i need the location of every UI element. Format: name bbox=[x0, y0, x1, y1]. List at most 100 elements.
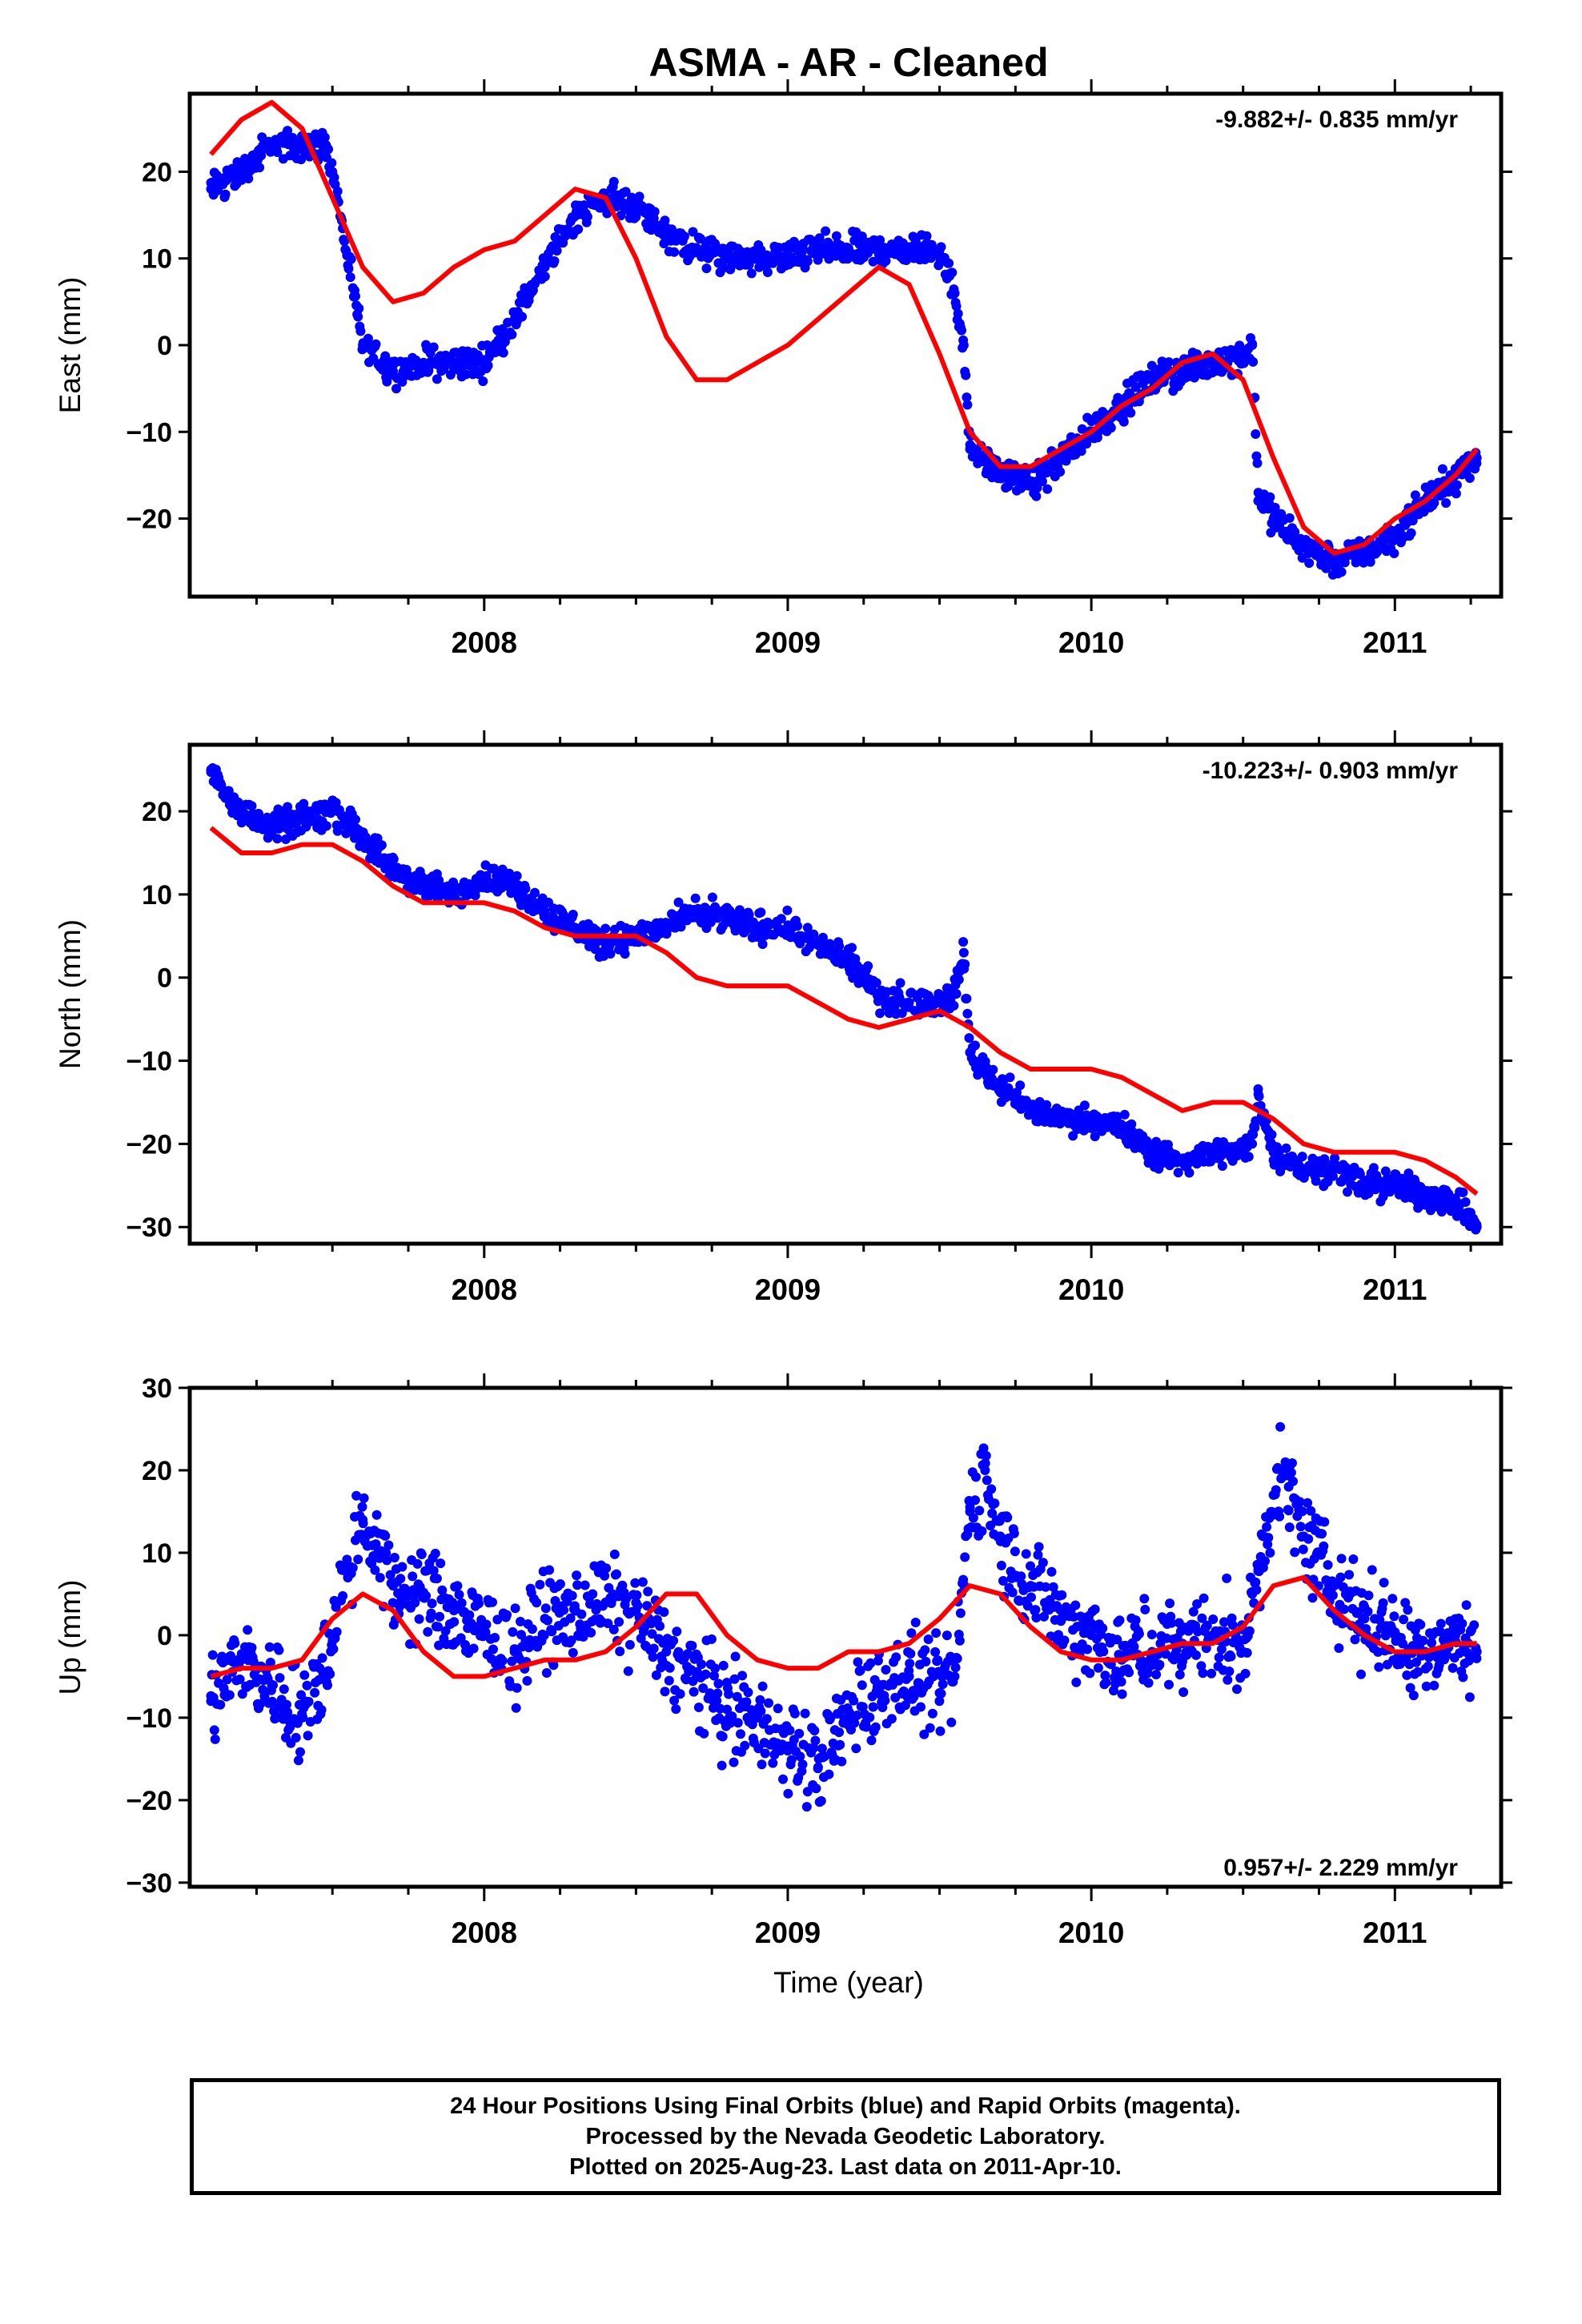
up-data-point bbox=[414, 1614, 424, 1624]
east-x-tick-label: 2011 bbox=[1363, 626, 1427, 659]
up-data-point bbox=[659, 1607, 669, 1617]
north-data-point bbox=[958, 947, 969, 958]
up-data-point bbox=[375, 1573, 385, 1583]
up-data-point bbox=[753, 1743, 764, 1754]
up-data-point bbox=[1295, 1497, 1305, 1507]
north-data-point bbox=[600, 923, 611, 934]
east-data-point bbox=[582, 211, 592, 222]
up-data-point bbox=[880, 1695, 890, 1706]
north-data-point bbox=[1184, 1168, 1195, 1178]
up-data-point bbox=[643, 1586, 653, 1597]
up-data-point bbox=[757, 1759, 767, 1770]
up-data-point bbox=[1319, 1541, 1329, 1551]
up-data-point bbox=[433, 1622, 443, 1632]
up-y-tick-label: −20 bbox=[126, 1786, 172, 1816]
up-data-point bbox=[303, 1731, 313, 1741]
up-data-point bbox=[795, 1751, 805, 1762]
east-data-point bbox=[256, 151, 267, 161]
north-data-point bbox=[958, 937, 969, 947]
east-data-point bbox=[478, 376, 488, 387]
east-data-point bbox=[751, 254, 761, 264]
east-panel: −20 −10 0 10 20 2008 2009 2010 2011 East (mm) -9.8… bbox=[54, 79, 1512, 659]
east-data-point bbox=[363, 333, 373, 344]
up-data-point bbox=[910, 1618, 921, 1627]
up-data-point bbox=[971, 1472, 981, 1482]
north-data-point bbox=[1327, 1171, 1338, 1181]
north-data-point bbox=[620, 949, 630, 959]
up-data-point bbox=[310, 1687, 320, 1698]
up-data-point bbox=[1462, 1647, 1472, 1658]
east-data-point bbox=[875, 235, 885, 245]
up-data-point bbox=[660, 1687, 670, 1697]
up-y-tick-label: 0 bbox=[157, 1621, 172, 1651]
up-data-point bbox=[614, 1617, 624, 1627]
up-data-point bbox=[1207, 1668, 1217, 1679]
east-y-axis-label: East (mm) bbox=[54, 277, 86, 414]
up-data-point bbox=[900, 1700, 910, 1711]
north-data-point bbox=[247, 801, 257, 811]
up-data-point bbox=[279, 1684, 289, 1695]
east-data-point bbox=[1284, 513, 1295, 523]
up-data-point bbox=[282, 1699, 291, 1710]
up-data-point bbox=[1387, 1594, 1398, 1604]
east-data-point bbox=[1031, 491, 1042, 501]
up-data-point bbox=[608, 1624, 619, 1634]
up-data-point bbox=[1033, 1550, 1043, 1560]
up-data-point bbox=[397, 1562, 408, 1572]
up-data-point bbox=[1363, 1606, 1373, 1617]
east-frame bbox=[187, 91, 1504, 599]
east-data-point bbox=[507, 329, 517, 340]
up-data-point bbox=[817, 1743, 827, 1754]
up-data-point bbox=[298, 1712, 308, 1723]
north-x-tick-label: 2008 bbox=[452, 1273, 517, 1306]
north-y-tick-label: 0 bbox=[157, 963, 172, 994]
up-data-point bbox=[1303, 1534, 1314, 1544]
up-data-point bbox=[422, 1566, 432, 1576]
north-data-point bbox=[673, 897, 684, 907]
up-data-point bbox=[1344, 1570, 1355, 1580]
east-data-point bbox=[962, 392, 972, 403]
north-data-point bbox=[962, 994, 972, 1003]
east-data-point bbox=[332, 186, 343, 196]
up-data-point bbox=[539, 1630, 549, 1641]
up-data-point bbox=[648, 1652, 658, 1663]
north-model-line bbox=[209, 826, 1479, 1196]
up-data-point bbox=[1408, 1691, 1419, 1701]
north-data-point bbox=[376, 840, 387, 850]
up-data-point bbox=[925, 1723, 935, 1733]
east-data-point bbox=[343, 263, 354, 274]
up-data-point bbox=[718, 1660, 729, 1671]
up-data-point bbox=[901, 1674, 911, 1684]
east-data-point bbox=[1042, 484, 1053, 494]
up-data-point bbox=[522, 1675, 532, 1686]
east-data-point bbox=[329, 172, 339, 183]
north-data-point bbox=[782, 905, 793, 915]
up-data-point bbox=[1216, 1644, 1227, 1655]
east-model-line bbox=[209, 99, 1480, 556]
up-data-point bbox=[410, 1598, 420, 1608]
up-data-point bbox=[1026, 1561, 1035, 1571]
up-data-point bbox=[1059, 1635, 1070, 1646]
east-data-point bbox=[397, 376, 408, 387]
up-data-point bbox=[615, 1647, 625, 1657]
up-data-point bbox=[942, 1630, 952, 1641]
up-data-point bbox=[1199, 1593, 1209, 1603]
north-data-point bbox=[895, 978, 905, 988]
up-data-point bbox=[1323, 1560, 1333, 1570]
east-x-tick-label: 2009 bbox=[755, 626, 821, 659]
up-data-point bbox=[1389, 1611, 1399, 1622]
east-data-point bbox=[483, 360, 493, 371]
north-data-point bbox=[1254, 1092, 1264, 1101]
up-data-point bbox=[285, 1722, 295, 1732]
up-data-point bbox=[437, 1585, 448, 1595]
north-y-tick-label: 10 bbox=[142, 880, 172, 911]
up-data-point bbox=[1124, 1667, 1134, 1678]
up-data-point bbox=[512, 1683, 522, 1693]
east-data-point bbox=[921, 231, 932, 241]
east-data-point bbox=[701, 263, 712, 274]
north-data-point bbox=[388, 854, 399, 864]
up-data-point bbox=[1265, 1548, 1275, 1558]
up-data-point bbox=[706, 1634, 717, 1644]
up-data-point bbox=[724, 1689, 734, 1699]
up-data-point bbox=[255, 1699, 266, 1709]
